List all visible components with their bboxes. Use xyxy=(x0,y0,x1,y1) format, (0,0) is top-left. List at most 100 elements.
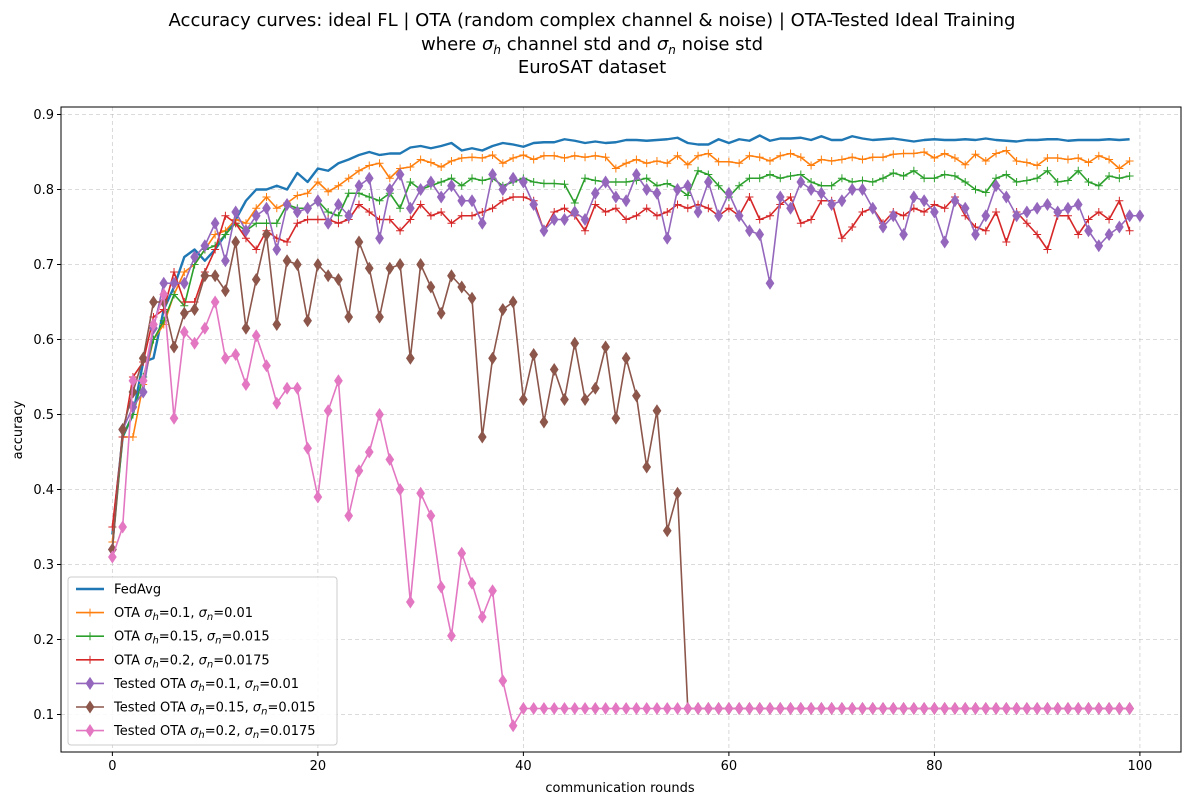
data-point xyxy=(837,174,846,183)
data-point xyxy=(457,181,466,190)
data-point xyxy=(272,242,282,257)
data-point xyxy=(467,576,477,590)
data-point xyxy=(262,219,271,228)
data-point xyxy=(765,276,775,290)
data-point xyxy=(879,153,888,162)
data-point xyxy=(940,701,950,716)
data-point xyxy=(416,200,425,209)
data-point xyxy=(1084,158,1093,167)
data-point xyxy=(324,187,333,196)
y-axis-label: accuracy xyxy=(11,400,26,459)
data-point xyxy=(909,190,919,204)
data-point xyxy=(169,411,179,425)
data-point xyxy=(1074,154,1083,162)
data-point xyxy=(292,381,302,395)
data-point xyxy=(601,701,610,716)
data-point xyxy=(375,407,384,422)
data-point xyxy=(796,219,805,228)
data-point xyxy=(405,351,415,365)
data-point xyxy=(622,215,631,224)
data-point xyxy=(960,201,970,215)
data-point xyxy=(920,148,929,156)
legend-box xyxy=(67,576,338,746)
data-point xyxy=(272,204,281,213)
data-point xyxy=(447,269,456,283)
data-point xyxy=(776,174,785,183)
data-point xyxy=(1115,164,1124,173)
data-point xyxy=(498,674,508,688)
data-point xyxy=(210,269,220,283)
y-tick-label: 0.8 xyxy=(33,183,54,198)
data-point xyxy=(930,154,939,162)
data-point xyxy=(642,204,651,213)
data-point xyxy=(714,701,723,716)
data-point xyxy=(303,441,312,455)
data-point xyxy=(1074,230,1083,239)
data-point xyxy=(519,701,528,716)
data-point xyxy=(827,197,837,212)
data-point xyxy=(673,151,682,160)
data-point xyxy=(652,211,661,220)
data-point xyxy=(1094,701,1104,716)
x-tick-label: 80 xyxy=(926,759,943,774)
data-point xyxy=(1012,209,1021,223)
data-point xyxy=(1002,146,1011,155)
data-point xyxy=(457,546,467,560)
data-point xyxy=(138,351,148,365)
data-point xyxy=(354,200,363,209)
data-point xyxy=(601,340,610,354)
data-point xyxy=(478,154,487,162)
data-point xyxy=(508,719,518,733)
data-point xyxy=(611,204,620,213)
data-point xyxy=(241,321,251,335)
data-point xyxy=(827,157,836,165)
data-point xyxy=(396,226,405,235)
data-point xyxy=(919,194,929,208)
data-point xyxy=(550,151,559,160)
chart-title-line-1: Accuracy curves: ideal FL | OTA (random … xyxy=(169,10,1016,31)
data-point xyxy=(468,153,477,162)
data-point xyxy=(200,269,210,283)
data-point xyxy=(971,185,980,194)
data-point xyxy=(1063,701,1073,716)
data-point xyxy=(673,701,682,716)
data-point xyxy=(313,178,322,186)
data-point xyxy=(251,209,261,223)
data-point xyxy=(992,208,1001,216)
data-point xyxy=(323,404,333,418)
data-point xyxy=(293,219,302,228)
data-point xyxy=(868,201,878,215)
data-point xyxy=(550,179,559,188)
data-point xyxy=(437,178,446,186)
grid-lines xyxy=(61,107,1181,752)
data-point xyxy=(251,272,261,287)
data-point xyxy=(323,269,333,283)
data-point xyxy=(200,321,210,335)
data-point xyxy=(457,154,466,162)
data-point xyxy=(85,676,95,690)
data-point xyxy=(734,209,744,223)
data-point xyxy=(662,701,672,716)
data-point xyxy=(1084,215,1093,224)
data-point xyxy=(960,701,970,716)
data-point xyxy=(549,212,559,227)
data-point xyxy=(190,302,199,317)
data-point xyxy=(416,486,425,500)
data-point xyxy=(180,298,189,306)
x-tick-label: 0 xyxy=(108,759,116,774)
series-3 xyxy=(108,166,1134,554)
data-point xyxy=(375,310,384,324)
data-point xyxy=(1002,170,1011,179)
data-point xyxy=(570,336,580,350)
data-point xyxy=(519,193,528,201)
data-point xyxy=(1043,166,1052,175)
data-point xyxy=(211,245,220,254)
data-point xyxy=(590,186,600,200)
data-point xyxy=(652,157,661,165)
data-point xyxy=(468,174,477,183)
data-point xyxy=(714,209,723,223)
data-point xyxy=(1073,701,1083,716)
data-point xyxy=(590,381,600,395)
data-point xyxy=(375,231,384,245)
